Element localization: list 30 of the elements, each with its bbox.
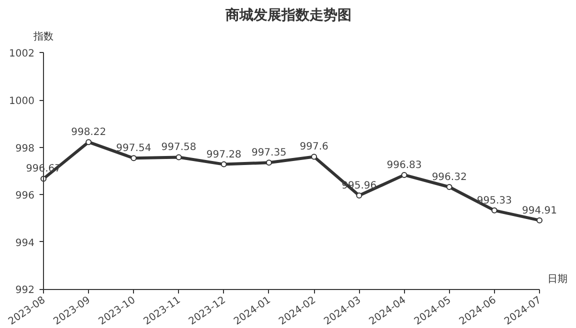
point: [86, 139, 92, 146]
point: [176, 154, 182, 160]
data-label: 996.83: [386, 160, 422, 171]
point: [491, 207, 498, 214]
data-label: 997.6: [300, 142, 328, 153]
point: [401, 172, 408, 178]
y-tick-label: 994: [15, 238, 35, 249]
y-tick-label: 1000: [9, 96, 35, 108]
data-label: 994.91: [522, 205, 558, 216]
point: [356, 192, 362, 199]
point: [220, 161, 227, 168]
y-tick-label: 998: [15, 143, 35, 154]
point: [446, 184, 452, 190]
data-label: 995.33: [476, 195, 512, 206]
y-axis-title: 指数: [32, 30, 54, 43]
data-label: 997.35: [251, 148, 286, 159]
point: [536, 217, 542, 224]
data-label: 997.54: [116, 143, 152, 154]
y-tick-label: 996: [15, 190, 35, 202]
point: [130, 155, 137, 162]
point: [311, 154, 318, 160]
point: [266, 160, 272, 166]
data-label: 997.58: [161, 142, 196, 154]
y-tick-label: 992: [15, 285, 35, 296]
y-tick-label: 1002: [9, 48, 35, 60]
chart-title: 商城发展指数走势图: [224, 6, 352, 24]
data-label: 998.22: [71, 127, 106, 138]
x-axis-title: 日期: [548, 273, 568, 286]
data-label: 996.32: [432, 172, 467, 183]
data-label: 997.28: [206, 149, 242, 160]
